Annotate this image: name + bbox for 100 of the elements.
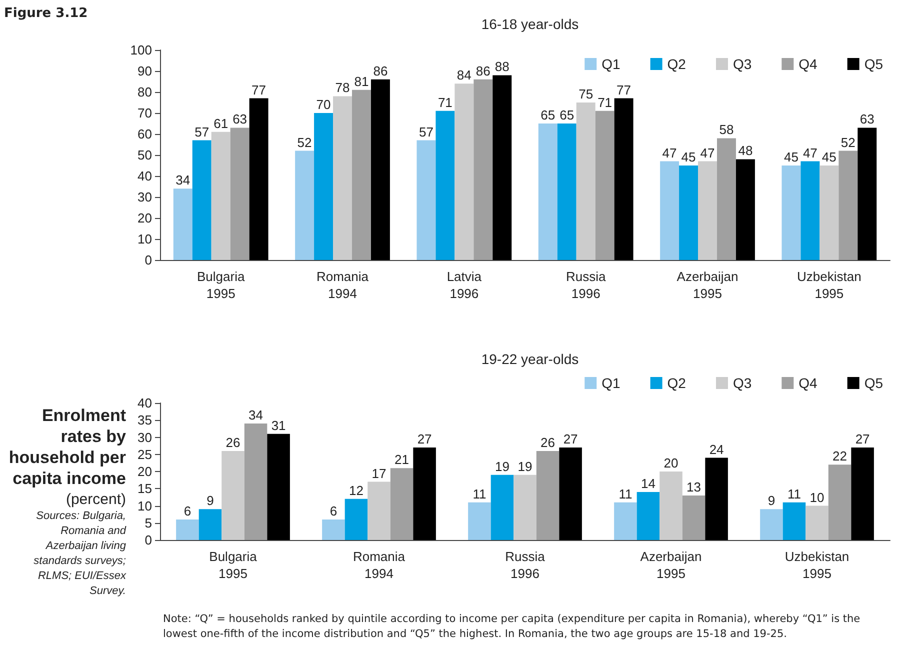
data-label: 19 — [518, 458, 532, 474]
x-tick-label: Azerbaijan 1995 — [676, 269, 738, 301]
caption: Figure 3.12 — [4, 6, 89, 21]
data-label: 81 — [354, 74, 369, 89]
x-tick-label: Azerbaijan 1995 — [640, 549, 702, 581]
data-label: 47 — [802, 145, 818, 160]
data-label: 19 — [494, 458, 510, 474]
data-label: 13 — [686, 479, 702, 494]
text: Note: “Q” = households ranked by quintile according to income per capita (expenditure per capita in Romania), whereby “Q1” is the lowest one-fifth of the income distribution and “Q5” the highest. In Romania, the two age groups are 15-18 and 19-25. — [163, 612, 862, 642]
bar — [806, 506, 828, 540]
x-tick-label: Bulgaria 1995 — [196, 269, 246, 301]
bar — [222, 450, 244, 540]
data-label: 14 — [640, 476, 656, 492]
data-label: 71 — [598, 94, 612, 110]
data-label: 71 — [438, 94, 452, 110]
bar — [249, 98, 268, 260]
bar — [490, 474, 514, 540]
data-label: 34 — [176, 172, 190, 188]
text: (percent) — [64, 491, 126, 508]
y-tick-label: 90 — [138, 64, 152, 78]
data-label: 10 — [810, 490, 824, 505]
bar — [211, 132, 230, 260]
data-label: 52 — [840, 134, 856, 150]
legend-label: Q5 — [864, 375, 884, 391]
bar — [192, 140, 212, 260]
y-tick-label: 30 — [138, 430, 152, 445]
y-tick-label: 40 — [138, 168, 152, 184]
data-label: 9 — [206, 493, 214, 508]
bar — [636, 492, 660, 540]
y-tick-label: 60 — [138, 126, 152, 142]
bar — [322, 519, 345, 540]
x-tick-label: Russia 1996 — [505, 549, 546, 581]
x-tick-label: Romania 1994 — [316, 269, 370, 301]
data-label: 45 — [822, 150, 836, 164]
y-tick-label: 10 — [138, 498, 152, 514]
y-tick-label: 25 — [138, 446, 152, 462]
data-label: 75 — [578, 86, 594, 102]
bar — [682, 495, 706, 540]
data-label: 65 — [540, 108, 556, 122]
bar — [352, 90, 371, 260]
bar — [760, 509, 783, 540]
bar — [828, 464, 852, 540]
bar — [468, 502, 491, 540]
bar — [614, 502, 637, 540]
bar — [267, 434, 290, 540]
bar — [536, 450, 560, 540]
data-label: 47 — [662, 145, 677, 160]
legend-label: Q5 — [864, 56, 884, 72]
data-label: 45 — [681, 150, 696, 164]
bar — [390, 468, 414, 540]
data-label: 57 — [418, 124, 434, 140]
data-label: 20 — [664, 456, 678, 470]
bar — [782, 502, 806, 540]
data-label: 58 — [719, 122, 734, 138]
bar — [244, 424, 268, 540]
legend-label: Q3 — [732, 375, 752, 391]
y-tick-label: 5 — [144, 515, 152, 530]
data-label: 12 — [348, 482, 364, 498]
bar — [436, 110, 455, 260]
data-label: 47 — [700, 145, 715, 160]
bar — [595, 110, 614, 260]
bar — [333, 96, 352, 260]
bar — [614, 98, 634, 260]
data-label: 45 — [784, 150, 798, 164]
bar — [230, 128, 250, 260]
legend-label: Q2 — [667, 56, 686, 72]
bar — [698, 161, 717, 260]
bar — [736, 159, 755, 260]
data-label: 57 — [194, 124, 210, 140]
bar — [344, 498, 368, 540]
data-label: 63 — [860, 112, 874, 127]
text: Enrolment rates by household per capita income — [8, 405, 126, 489]
x-tick-label: Romania 1994 — [352, 549, 406, 581]
bar — [782, 166, 801, 260]
data-label: 17 — [372, 466, 386, 481]
y-tick-label: 50 — [138, 148, 152, 162]
data-label: 86 — [476, 63, 490, 78]
bar — [198, 509, 222, 540]
bar — [858, 128, 877, 260]
bar — [295, 150, 314, 260]
x-tick-label: Uzbekistan 1995 — [797, 269, 862, 301]
bar — [173, 188, 192, 260]
data-label: 24 — [709, 442, 724, 457]
bar — [368, 482, 390, 540]
bar — [679, 166, 698, 260]
data-label: 34 — [248, 408, 264, 423]
data-label: 78 — [335, 80, 350, 96]
legend-label: Q1 — [602, 56, 621, 72]
bar — [514, 474, 536, 540]
bar — [660, 161, 680, 260]
bar — [800, 161, 820, 260]
legend-label: Q2 — [667, 375, 686, 391]
x-tick-label: Bulgaria 1995 — [209, 549, 258, 581]
data-label: 11 — [618, 486, 632, 502]
data-label: 88 — [494, 59, 510, 74]
y-tick-label: 35 — [138, 412, 152, 428]
data-label: 11 — [787, 486, 801, 502]
data-label: 27 — [563, 432, 578, 447]
bar — [660, 472, 682, 540]
bar — [454, 84, 474, 260]
